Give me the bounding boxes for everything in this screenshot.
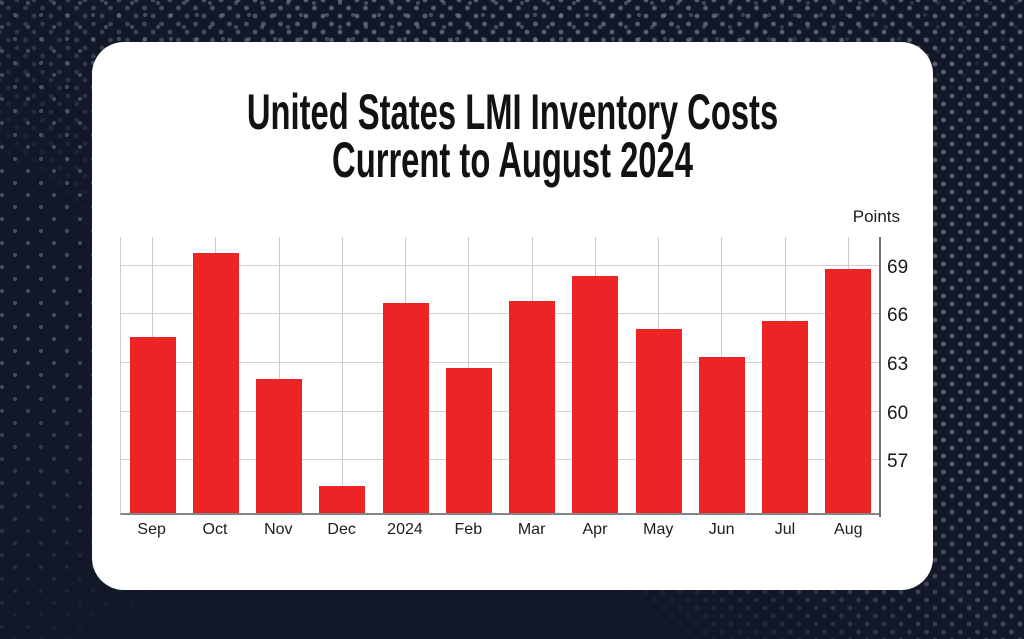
column-Dec [311,237,374,513]
bar-Nov [256,379,303,513]
x-tick-label-Nov: Nov [264,521,293,538]
bar-Dec [319,486,366,513]
column-Aug [817,237,880,513]
bar-Sep [129,337,176,513]
x-tick-label-Oct: Oct [202,521,228,538]
y-tick-label-57: 57 [887,451,909,473]
column-Jun [690,237,753,513]
x-tick-label-May: May [643,521,674,538]
x-tick-label-2024: 2024 [387,521,423,538]
column-Nov [248,237,311,513]
bar-Jul [762,320,809,513]
column-Jul [754,237,817,513]
bar-Aug [825,269,872,513]
x-tick-label-Apr: Apr [582,521,608,538]
x-tick-label-Aug: Aug [834,521,863,538]
gridline-x-Dec [341,237,343,513]
y-tick-label-66: 66 [887,305,909,327]
y-axis-tick-labels: 57 60 63 66 69 [887,237,931,515]
y-axis-unit-label: Points [852,207,900,226]
bar-Feb [445,367,492,513]
x-tick-label-Sep: Sep [137,521,166,538]
bar-Mar [509,301,556,513]
x-tick-label-Feb: Feb [454,521,483,538]
bar-2024 [382,303,429,513]
column-Feb [437,237,500,513]
column-May [627,237,690,513]
chart-card: United States LMI Inventory Costs Curren… [92,42,933,590]
bar-Jun [698,356,745,513]
column-Mar [501,237,564,513]
bar-Apr [572,275,619,513]
plot-area [120,237,880,515]
bar-columns [121,237,880,513]
y-tick-label-63: 63 [887,354,909,376]
chart-title: United States LMI Inventory Costs Curren… [92,84,933,188]
column-Sep [121,237,184,513]
column-2024 [374,237,437,513]
bar-Oct [192,252,239,513]
bar-May [635,329,682,513]
y-tick-label-60: 60 [887,402,909,424]
column-Apr [564,237,627,513]
x-axis-tick-labels: Sep Oct Nov Dec 2024 Feb Mar Apr May Jun Jul Aug [120,521,880,539]
x-tick-label-Mar: Mar [517,521,546,538]
chart-title-line1: United States LMI Inventory Costs [246,84,779,140]
x-tick-label-Jun: Jun [708,521,735,538]
y-tick-label-69: 69 [887,256,909,278]
column-Oct [184,237,247,513]
x-tick-label-Jul: Jul [774,521,796,538]
x-tick-label-Dec: Dec [327,521,356,538]
chart-title-line2: Current to August 2024 [332,132,693,188]
